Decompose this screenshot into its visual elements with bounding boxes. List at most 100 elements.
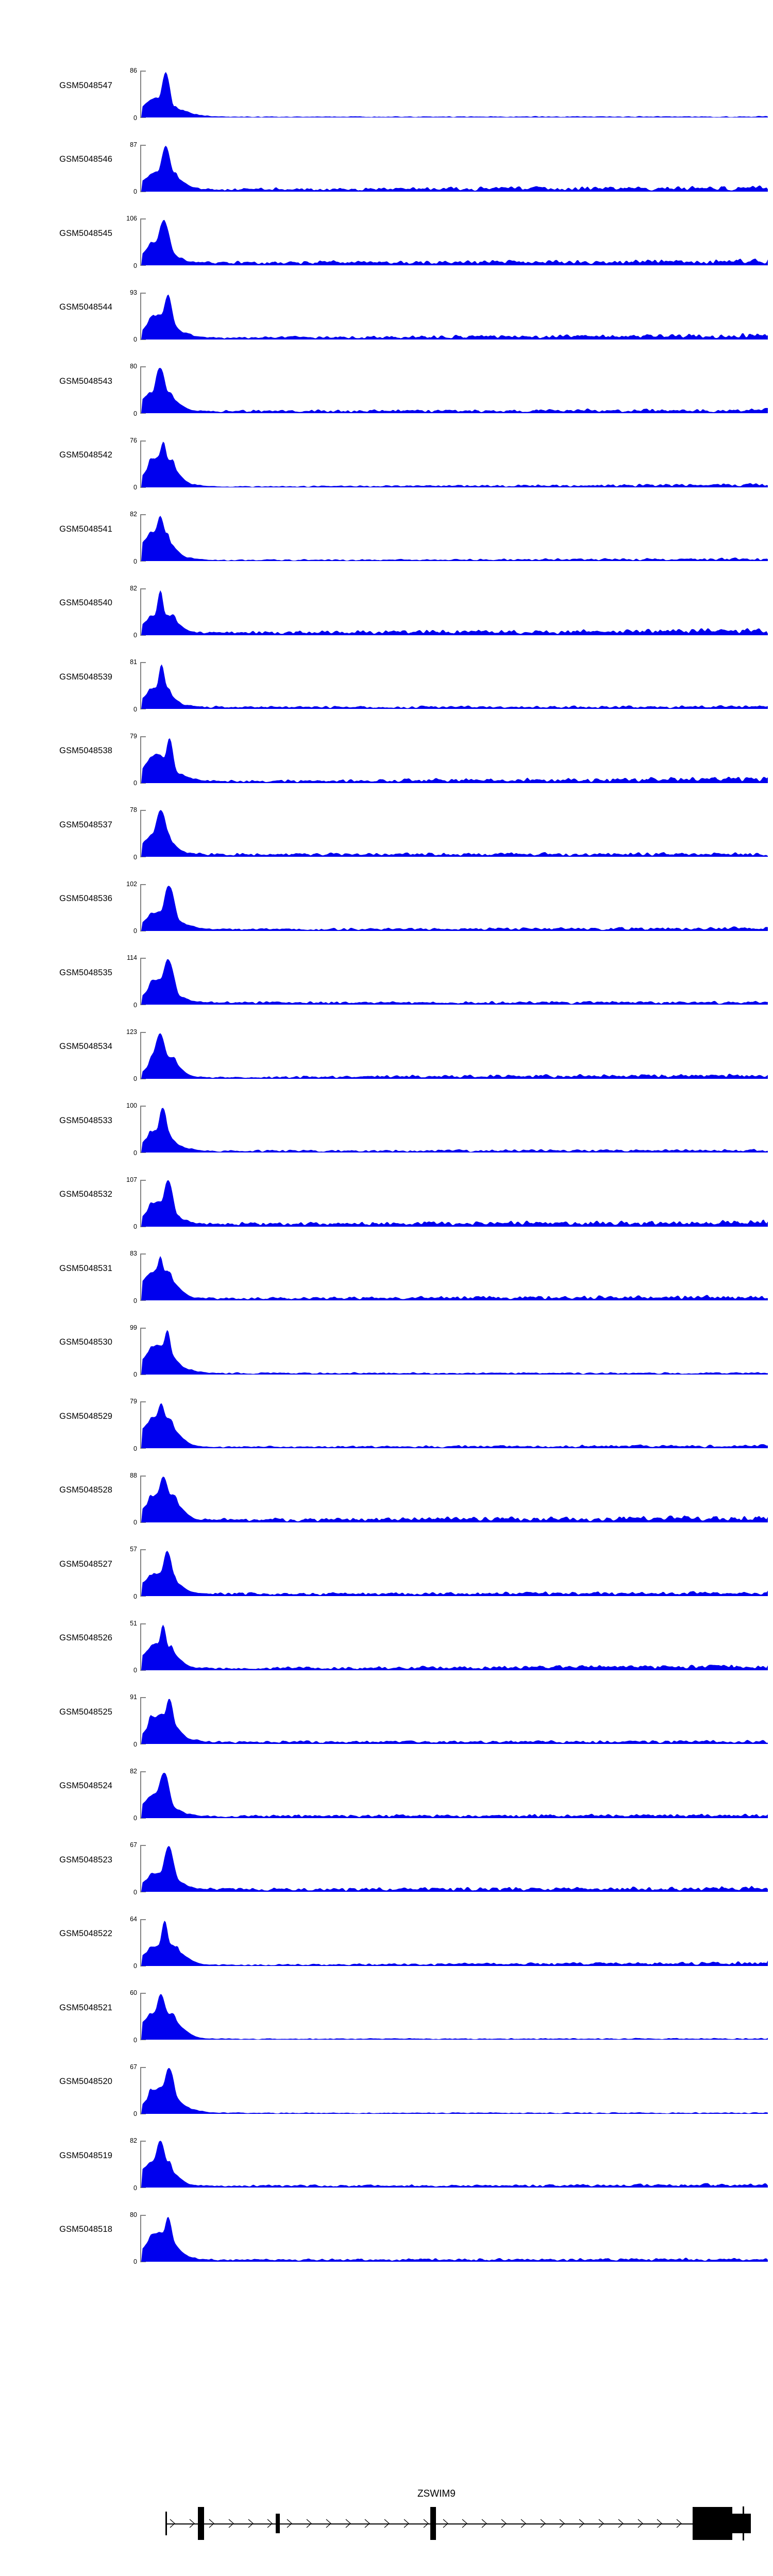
y-axis-line bbox=[140, 1401, 141, 1449]
y-axis-tick-max bbox=[140, 218, 146, 219]
coverage-track[interactable]: GSM5048525 91 0 bbox=[0, 1676, 773, 1748]
track-sample-label: GSM5048535 bbox=[59, 968, 112, 977]
y-axis-tick-max bbox=[140, 1179, 146, 1181]
y-axis-tick-max bbox=[140, 1697, 146, 1698]
y-axis-max-label: 106 bbox=[126, 215, 137, 222]
coverage-track[interactable]: GSM5048523 67 0 bbox=[0, 1824, 773, 1895]
y-axis-tick-min bbox=[140, 338, 146, 340]
y-axis-min-label: 0 bbox=[133, 2258, 137, 2265]
y-axis-tick-min bbox=[140, 1669, 146, 1671]
coverage-track[interactable]: GSM5048526 51 0 bbox=[0, 1603, 773, 1674]
coverage-track[interactable]: GSM5048538 79 0 bbox=[0, 716, 773, 787]
coverage-track[interactable]: GSM5048534 123 0 bbox=[0, 1011, 773, 1082]
y-axis-max-label: 100 bbox=[126, 1102, 137, 1109]
coverage-track[interactable]: GSM5048527 57 0 bbox=[0, 1529, 773, 1600]
coverage-track[interactable]: GSM5048543 80 0 bbox=[0, 346, 773, 417]
y-axis-line bbox=[140, 1771, 141, 1819]
y-axis-min-label: 0 bbox=[133, 2036, 137, 2044]
y-axis-max-label: 91 bbox=[130, 1693, 137, 1701]
y-axis-tick-max bbox=[140, 1475, 146, 1477]
strand-arrow-icon bbox=[558, 2518, 566, 2529]
y-axis-tick-max bbox=[140, 2141, 146, 2142]
coverage-track[interactable]: GSM5048533 100 0 bbox=[0, 1085, 773, 1156]
y-axis-max-label: 107 bbox=[126, 1176, 137, 1183]
strand-arrow-icon bbox=[656, 2518, 664, 2529]
y-axis-tick-min bbox=[140, 1152, 146, 1153]
gene-utr-tick bbox=[165, 2512, 167, 2535]
y-axis-line bbox=[140, 1845, 141, 1892]
y-axis-line bbox=[140, 2141, 141, 2188]
track-sample-label: GSM5048538 bbox=[59, 746, 112, 755]
y-axis-tick-max bbox=[140, 71, 146, 72]
track-sample-label: GSM5048531 bbox=[59, 1263, 112, 1273]
coverage-track[interactable]: GSM5048535 114 0 bbox=[0, 937, 773, 1008]
coverage-signal bbox=[141, 1106, 768, 1153]
y-axis-tick-max bbox=[140, 366, 146, 367]
gene-body[interactable] bbox=[140, 2503, 768, 2544]
y-axis-tick-min bbox=[140, 2113, 146, 2114]
strand-arrow-icon bbox=[383, 2518, 391, 2529]
track-sample-label: GSM5048546 bbox=[59, 155, 112, 164]
coverage-track[interactable]: GSM5048520 67 0 bbox=[0, 2046, 773, 2117]
y-axis-tick-min bbox=[140, 117, 146, 118]
y-axis-max-label: 67 bbox=[130, 1841, 137, 1849]
y-axis-max-label: 64 bbox=[130, 1915, 137, 1923]
y-axis-min-label: 0 bbox=[133, 705, 137, 713]
coverage-track[interactable]: GSM5048540 82 0 bbox=[0, 568, 773, 639]
y-axis-tick-max bbox=[140, 662, 146, 663]
coverage-track[interactable]: GSM5048541 82 0 bbox=[0, 494, 773, 565]
gene-exon bbox=[732, 2514, 751, 2533]
coverage-track[interactable]: GSM5048545 106 0 bbox=[0, 198, 773, 269]
y-axis-line bbox=[140, 588, 141, 636]
coverage-track[interactable]: GSM5048542 76 0 bbox=[0, 420, 773, 491]
y-axis-max-label: 86 bbox=[130, 67, 137, 74]
coverage-track[interactable]: GSM5048537 78 0 bbox=[0, 789, 773, 860]
y-axis-tick-max bbox=[140, 736, 146, 737]
track-sample-label: GSM5048519 bbox=[59, 2150, 112, 2160]
y-axis-tick-min bbox=[140, 413, 146, 414]
track-plot-area: 123 0 bbox=[126, 1028, 773, 1082]
y-axis-tick-min bbox=[140, 2039, 146, 2040]
track-sample-label: GSM5048518 bbox=[59, 2225, 112, 2234]
coverage-track[interactable]: GSM5048539 81 0 bbox=[0, 641, 773, 713]
track-sample-label: GSM5048525 bbox=[59, 1707, 112, 1717]
y-axis-min-label: 0 bbox=[133, 114, 137, 122]
strand-arrow-icon bbox=[500, 2518, 508, 2529]
y-axis-max-label: 51 bbox=[130, 1619, 137, 1627]
y-axis-line bbox=[140, 71, 141, 118]
strand-arrow-icon bbox=[539, 2518, 547, 2529]
coverage-track[interactable]: GSM5048518 80 0 bbox=[0, 2194, 773, 2265]
coverage-signal bbox=[141, 1328, 768, 1375]
coverage-signal bbox=[141, 1771, 768, 1818]
track-plot-area: 99 0 bbox=[130, 1324, 773, 1378]
coverage-track[interactable]: GSM5048521 60 0 bbox=[0, 1972, 773, 2043]
y-axis-min-label: 0 bbox=[133, 1592, 137, 1600]
coverage-signal bbox=[141, 1253, 768, 1300]
coverage-track[interactable]: GSM5048544 93 0 bbox=[0, 272, 773, 343]
y-axis-tick-min bbox=[140, 1374, 146, 1375]
track-plot-area: 51 0 bbox=[130, 1620, 773, 1673]
coverage-track[interactable]: GSM5048522 64 0 bbox=[0, 1899, 773, 1970]
coverage-track[interactable]: GSM5048530 99 0 bbox=[0, 1307, 773, 1378]
y-axis-tick-min bbox=[140, 930, 146, 931]
coverage-track[interactable]: GSM5048519 82 0 bbox=[0, 2120, 773, 2191]
coverage-track[interactable]: GSM5048532 107 0 bbox=[0, 1159, 773, 1230]
coverage-track[interactable]: GSM5048536 102 0 bbox=[0, 863, 773, 935]
coverage-track[interactable]: GSM5048524 82 0 bbox=[0, 1751, 773, 1822]
coverage-track[interactable]: GSM5048529 79 0 bbox=[0, 1381, 773, 1452]
y-axis-max-label: 82 bbox=[130, 1767, 137, 1775]
y-axis-tick-max bbox=[140, 884, 146, 885]
coverage-track[interactable]: GSM5048547 86 0 bbox=[0, 50, 773, 121]
coverage-track[interactable]: GSM5048546 87 0 bbox=[0, 124, 773, 195]
y-axis-min-label: 0 bbox=[133, 853, 137, 861]
gene-exon bbox=[198, 2507, 204, 2540]
y-axis-min-label: 0 bbox=[133, 1075, 137, 1082]
y-axis-min-label: 0 bbox=[133, 484, 137, 491]
coverage-signal bbox=[141, 440, 768, 487]
y-axis-max-label: 114 bbox=[127, 954, 137, 961]
coverage-track[interactable]: GSM5048531 83 0 bbox=[0, 1233, 773, 1304]
y-axis-max-label: 82 bbox=[130, 511, 137, 518]
y-axis-line bbox=[140, 1623, 141, 1671]
coverage-track[interactable]: GSM5048528 88 0 bbox=[0, 1455, 773, 1526]
